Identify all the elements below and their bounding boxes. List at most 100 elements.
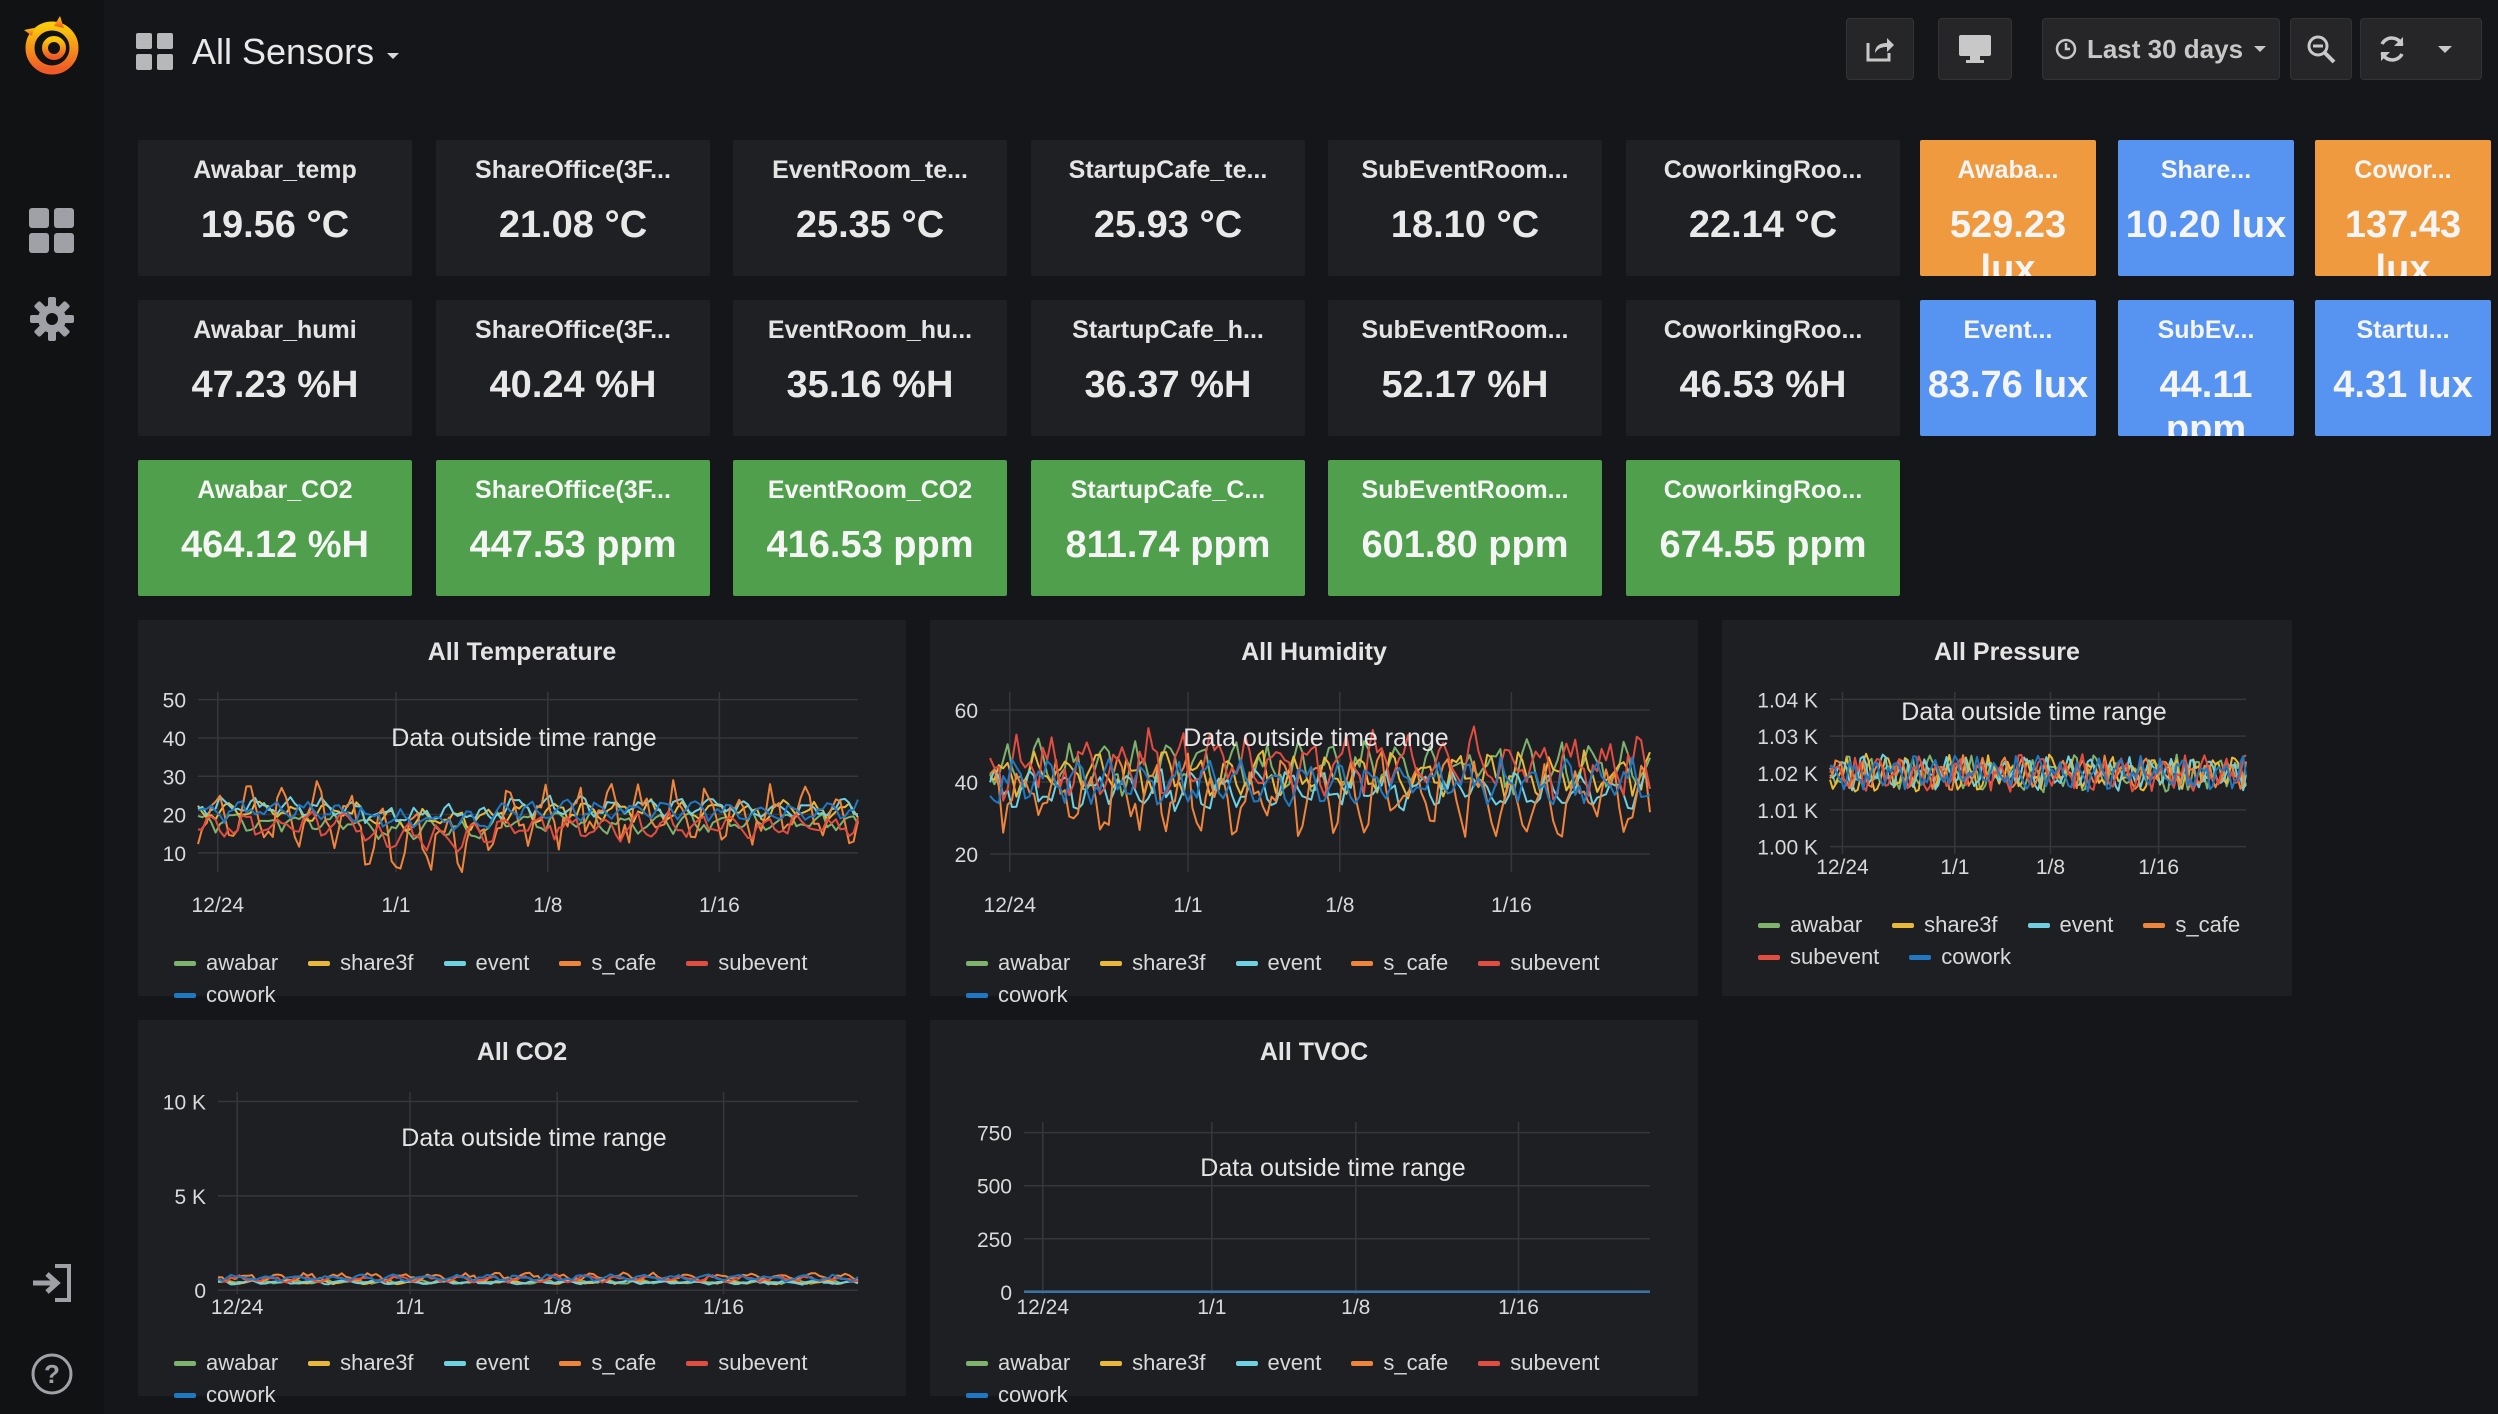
series-line-cowork [217, 1273, 859, 1283]
legend-item-share3f[interactable]: share3f [1892, 912, 1998, 938]
panel-title[interactable]: All Temperature [427, 638, 617, 666]
legend-item-event[interactable]: event [2027, 912, 2113, 938]
stat-panel[interactable]: ShareOffice(3F... 447.53 ppm [436, 460, 710, 596]
stat-panel[interactable]: Startu... 4.31 lux [2315, 300, 2491, 436]
stat-panel[interactable]: ShareOffice(3F... 40.24 %H [436, 300, 710, 436]
legend-item-event[interactable]: event [443, 950, 529, 976]
stat-title: Cowor... [2354, 156, 2452, 184]
legend-item-event[interactable]: event [1235, 950, 1321, 976]
x-tick-label: 1/1 [1940, 856, 1969, 879]
graph-panel[interactable]: All TVOC 750 500 250 0 12/24 1/1 1/8 1/16 Data ou… [930, 1020, 1698, 1407]
legend-item-s_cafe[interactable]: s_cafe [1351, 1350, 1448, 1376]
stat-panel[interactable]: CoworkingRoo... 46.53 %H [1626, 300, 1900, 436]
legend-swatch [1351, 960, 1374, 966]
graph-plot: 50 40 30 20 10 12/24 1/1 1/8 1/16 Data outside ti… [163, 690, 859, 917]
legend-item-subevent[interactable]: subevent [1478, 1350, 1600, 1376]
help-icon[interactable]: ? [0, 1352, 104, 1396]
legend-item-s_cafe[interactable]: s_cafe [2143, 912, 2240, 938]
stat-value: 46.53 %H [1679, 364, 1847, 406]
legend-item-share3f[interactable]: share3f [308, 950, 414, 976]
tv-mode-button[interactable] [1938, 18, 2012, 80]
svg-text:?: ? [44, 1359, 60, 1389]
stat-panel[interactable]: StartupCafe_C... 811.74 ppm [1031, 460, 1305, 596]
time-range-picker[interactable]: Last 30 days [2042, 18, 2280, 80]
legend-item-event[interactable]: event [443, 1350, 529, 1376]
top-navbar: All Sensors Last 30 days [104, 0, 2498, 104]
panel-title[interactable]: All CO2 [476, 1038, 568, 1066]
stat-panel[interactable]: Awaba... 529.23 lux [1920, 140, 2096, 276]
stat-panel[interactable]: ShareOffice(3F... 21.08 °C [436, 140, 710, 276]
stat-panel[interactable]: StartupCafe_h... 36.37 %H [1031, 300, 1305, 436]
refresh-button[interactable] [2360, 18, 2482, 80]
stat-panel[interactable]: Share... 10.20 lux [2118, 140, 2294, 276]
graph-plot: 10 K 5 K 012/24 1/1 1/8 1/16 Data outside time… [163, 1091, 859, 1319]
stat-panel[interactable]: CoworkingRoo... 22.14 °C [1626, 140, 1900, 276]
legend-item-s_cafe[interactable]: s_cafe [1351, 950, 1448, 976]
legend-item-subevent[interactable]: subevent [1758, 944, 1879, 970]
legend-item-s_cafe[interactable]: s_cafe [559, 1350, 656, 1376]
panel-title[interactable]: All TVOC [1259, 1038, 1369, 1066]
legend-item-awabar[interactable]: awabar [174, 1350, 278, 1376]
graph-panel[interactable]: All Temperature 50 40 30 20 10 12/24 1/1 1/8 1/16… [138, 620, 906, 1007]
settings-gear-icon[interactable] [0, 296, 104, 342]
y-tick-label: 250 [977, 1229, 1012, 1252]
series-line-awabar [197, 809, 859, 841]
graph-panel[interactable]: All Humidity 60 40 20 12/24 1/1 1/8 1/16 Data ou… [930, 620, 1698, 1007]
stat-panel[interactable]: Awabar_humi 47.23 %H [138, 300, 412, 436]
legend-item-awabar[interactable]: awabar [966, 950, 1070, 976]
legend-item-share3f[interactable]: share3f [1100, 950, 1206, 976]
dashboard-picker[interactable]: All Sensors [136, 24, 400, 80]
stat-panel[interactable]: SubEventRoom... 52.17 %H [1328, 300, 1602, 436]
graph-panel[interactable]: All Pressure 1.04 K 1.03 K 1.02 K 1.01 K 1.00… [1722, 620, 2292, 996]
legend-item-cowork[interactable]: cowork [966, 982, 1068, 1008]
legend-item-subevent[interactable]: subevent [686, 950, 808, 976]
y-tick-label: 1.04 K [1757, 689, 1818, 712]
legend-item-cowork[interactable]: cowork [174, 982, 276, 1008]
x-tick-label: 12/24 [1816, 856, 1869, 879]
sign-in-icon[interactable] [0, 1264, 104, 1302]
grafana-logo-icon[interactable] [0, 14, 104, 78]
stat-panel[interactable]: SubEv... 44.11 ppm [2118, 300, 2294, 436]
x-tick-label: 1/1 [1197, 1296, 1226, 1319]
legend-item-subevent[interactable]: subevent [1478, 950, 1600, 976]
y-tick-label: 500 [977, 1176, 1012, 1199]
legend-item-awabar[interactable]: awabar [174, 950, 278, 976]
stat-panel[interactable]: StartupCafe_te... 25.93 °C [1031, 140, 1305, 276]
stat-panel[interactable]: EventRoom_te... 25.35 °C [733, 140, 1007, 276]
stat-panel[interactable]: Awabar_CO2 464.12 %H [138, 460, 412, 596]
stat-panel[interactable]: SubEventRoom... 601.80 ppm [1328, 460, 1602, 596]
share-button[interactable] [1846, 18, 1914, 80]
stat-panel[interactable]: EventRoom_hu... 35.16 %H [733, 300, 1007, 436]
stat-title: SubEventRoom... [1361, 316, 1569, 344]
stat-panel[interactable]: SubEventRoom... 18.10 °C [1328, 140, 1602, 276]
panel-title[interactable]: All Pressure [1934, 638, 2080, 666]
legend-item-share3f[interactable]: share3f [1100, 1350, 1206, 1376]
legend-item-share3f[interactable]: share3f [308, 1350, 414, 1376]
legend-swatch [1758, 922, 1780, 928]
legend-item-cowork[interactable]: cowork [1909, 944, 2011, 970]
caret-down-icon [2254, 46, 2267, 52]
graph-panel[interactable]: All CO2 10 K 5 K 0 12/24 1/1 1/8 1/16 Data outsi… [138, 1020, 906, 1407]
legend-item-awabar[interactable]: awabar [966, 1350, 1070, 1376]
legend-item-cowork[interactable]: cowork [174, 1382, 276, 1408]
y-tick-label: 40 [163, 728, 186, 751]
legend-item-s_cafe[interactable]: s_cafe [559, 950, 656, 976]
y-tick-label: 0 [194, 1280, 206, 1303]
stat-panel[interactable]: Cowor... 137.43 lux [2315, 140, 2491, 276]
legend-item-subevent[interactable]: subevent [686, 1350, 808, 1376]
stat-title: StartupCafe_h... [1072, 316, 1264, 344]
stat-panel[interactable]: Awabar_temp 19.56 °C [138, 140, 412, 276]
stat-panel[interactable]: EventRoom_CO2 416.53 ppm [733, 460, 1007, 596]
legend-item-awabar[interactable]: awabar [1758, 912, 1862, 938]
refresh-interval-caret-icon[interactable] [2437, 44, 2453, 54]
legend-item-cowork[interactable]: cowork [966, 1382, 1068, 1408]
legend-item-event[interactable]: event [1235, 1350, 1321, 1376]
stat-panel[interactable]: CoworkingRoo... 674.55 ppm [1626, 460, 1900, 596]
legend-label: cowork [998, 982, 1068, 1007]
stat-panel[interactable]: Event... 83.76 lux [1920, 300, 2096, 436]
panel-title[interactable]: All Humidity [1241, 638, 1387, 666]
stat-value: 25.93 °C [1093, 204, 1243, 246]
stat-value: 47.23 %H [191, 364, 359, 406]
zoom-out-button[interactable] [2290, 18, 2352, 80]
dashboards-icon[interactable] [0, 208, 104, 254]
